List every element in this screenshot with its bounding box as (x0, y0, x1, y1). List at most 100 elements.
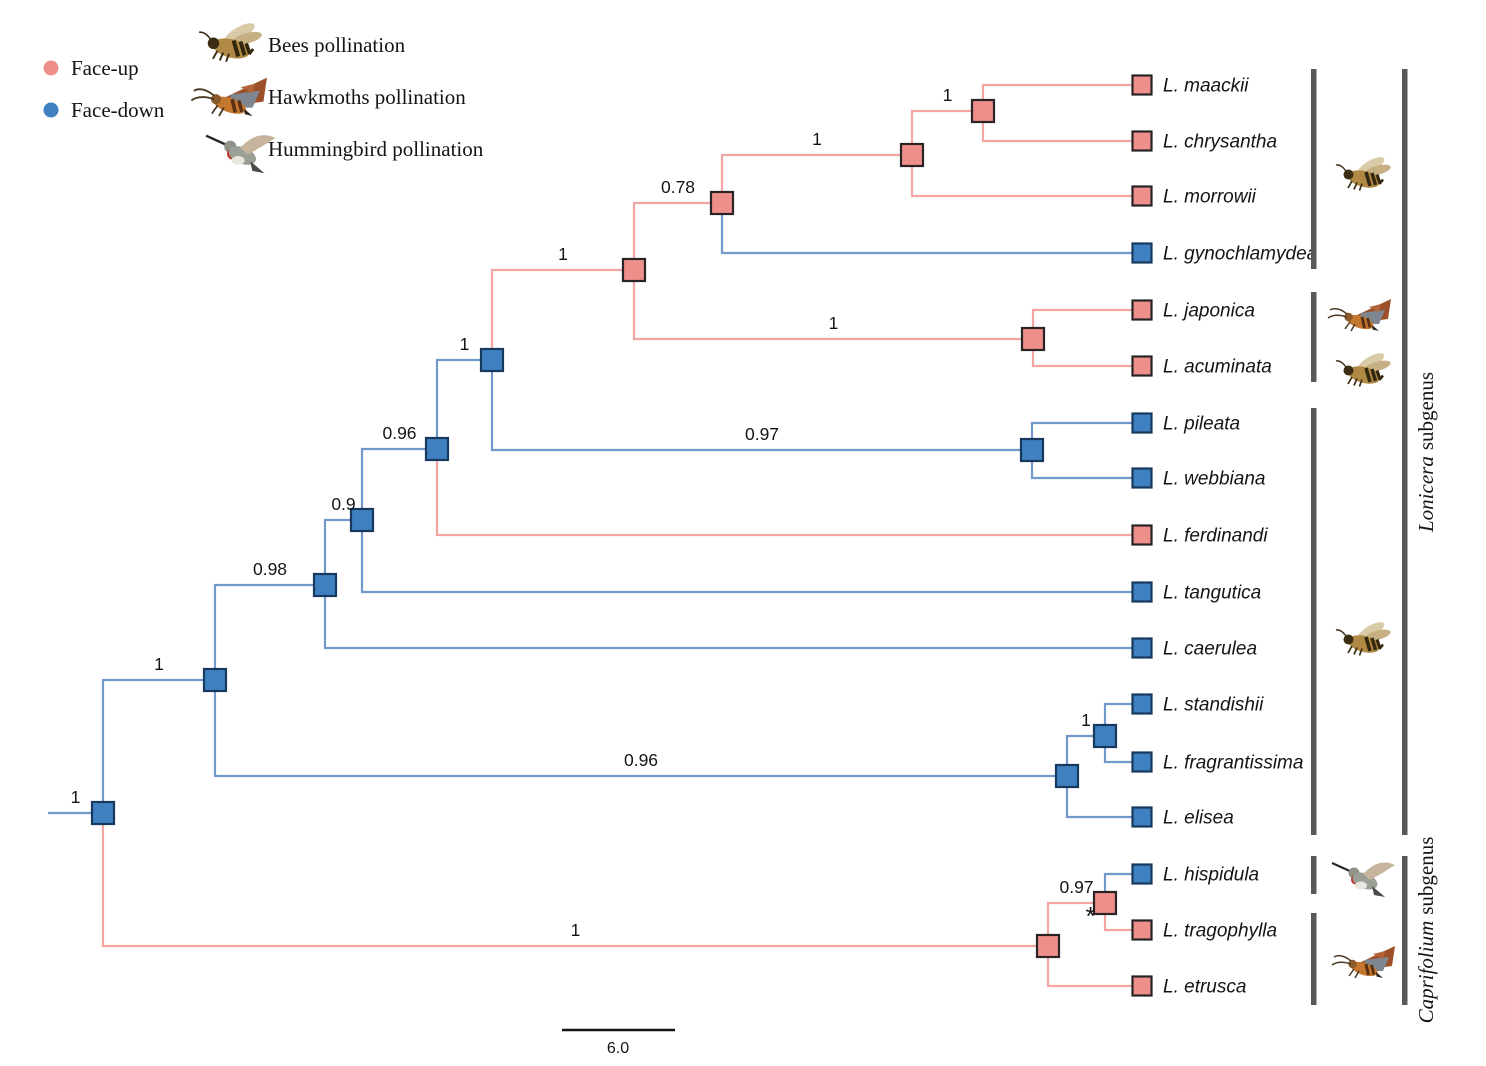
branch-to-nH (490, 360, 1032, 452)
tip-label-japonica: L. japonica (1163, 301, 1255, 322)
tip-label-tangutica: L. tangutica (1163, 583, 1261, 604)
support-nD: 0.9 (331, 494, 355, 514)
bee-icon (1334, 151, 1394, 193)
hummingbird-pollination-label: Hummingbird pollination (268, 137, 484, 161)
internal-node-nB (312, 572, 338, 598)
tip-node-pileata (1131, 412, 1153, 434)
bar-bee-clade-lower (1311, 408, 1317, 835)
bar-bee-clade-top (1311, 69, 1317, 269)
branch-to-webbiana (1030, 450, 1142, 480)
bee-icon (1334, 616, 1394, 658)
bar-japonica-acuminata (1311, 292, 1317, 382)
internal-node-nHis (1092, 890, 1118, 916)
support-nHis: 0.97 (1059, 877, 1093, 897)
support-nA: 1 (154, 654, 164, 674)
tip-node-morrowii (1131, 185, 1153, 207)
branch-to-pileata (1030, 421, 1142, 450)
internal-node-nC (1054, 763, 1080, 789)
tip-label-standishii: L. standishii (1163, 695, 1264, 716)
internal-node-nA (202, 667, 228, 693)
bee-icon (1334, 347, 1394, 389)
branch-to-nF (435, 358, 492, 449)
hawkmoth-icon (189, 75, 269, 120)
face-up-label: Face-up (71, 56, 139, 80)
lonicera-subgenus-label: Lonicera subgenus (1414, 372, 1438, 533)
support-nC: 0.96 (624, 750, 658, 770)
support-nB: 0.98 (253, 559, 287, 579)
branch-to-japonica (1031, 308, 1142, 339)
tip-label-maackii: L. maackii (1163, 76, 1249, 97)
tip-label-tragophylla: L. tragophylla (1163, 921, 1277, 942)
internal-node-nJap (1020, 326, 1046, 352)
branch-to-gynochlamydea (720, 203, 1142, 255)
support-asterisk: * (1085, 901, 1095, 931)
tip-node-standishii (1131, 693, 1153, 715)
branch-to-nJap (632, 270, 1033, 341)
group-bars (1311, 69, 1408, 1005)
branch-to-nSta (1065, 734, 1105, 776)
branch-to-nE (360, 447, 437, 520)
support-nMor: 1 (812, 129, 822, 149)
face-up-dot (43, 60, 59, 76)
tip-node-chrysantha (1131, 130, 1153, 152)
tree-nodes (90, 74, 1153, 997)
branch-to-maackii (981, 83, 1142, 111)
branch-to-elisea (1065, 776, 1142, 819)
internal-node-nE (424, 436, 450, 462)
branch-to-nHis (1046, 901, 1105, 946)
tip-node-acuminata (1131, 355, 1153, 377)
pollinator-marks (1326, 151, 1397, 981)
tip-label-ferdinandi: L. ferdinandi (1163, 526, 1268, 547)
tip-node-fragrantissima (1131, 751, 1153, 773)
branch-to-nB (213, 583, 325, 680)
face-down-label: Face-down (71, 98, 165, 122)
legend: Face-up Face-down Bees pollination Hawkm… (43, 19, 484, 175)
internal-node-nMor (899, 142, 925, 168)
internal-node-nH (1019, 437, 1045, 463)
tip-node-caerulea (1131, 637, 1153, 659)
internal-node-root (90, 800, 116, 826)
tip-node-etrusca (1131, 975, 1153, 997)
bar-lonicera-subgenus (1402, 69, 1408, 835)
caprifolium-genus-text: Caprifolium (1414, 921, 1438, 1024)
tip-label-chrysantha: L. chrysantha (1163, 132, 1277, 153)
tip-node-hispidula (1131, 863, 1153, 885)
tip-label-pileata: L. pileata (1163, 414, 1240, 435)
bee-icon (199, 19, 263, 62)
tip-label-morrowii: L. morrowii (1163, 187, 1257, 208)
tip-label-hispidula: L. hispidula (1163, 865, 1259, 886)
tip-node-webbiana (1131, 467, 1153, 489)
lonicera-suffix-text: subgenus (1414, 372, 1438, 450)
tip-label-caerulea: L. caerulea (1163, 639, 1257, 660)
tip-node-elisea (1131, 806, 1153, 828)
support-n78: 0.78 (661, 177, 695, 197)
branch-to-ferdinandi (435, 449, 1142, 537)
support-nSta: 1 (1081, 710, 1091, 730)
hawkmoth-icon (1326, 297, 1393, 334)
caprifolium-subgenus-label: Caprifolium subgenus (1414, 837, 1438, 1024)
hawkmoths-pollination-label: Hawkmoths pollination (268, 85, 466, 109)
tip-node-tangutica (1131, 581, 1153, 603)
bees-pollination-label: Bees pollination (268, 33, 406, 57)
hummingbird-icon (204, 133, 277, 175)
hawkmoth-icon (1330, 944, 1397, 981)
bar-tragophylla-etrusca (1311, 913, 1317, 1005)
internal-node-nD (349, 507, 375, 533)
branch-to-chrysantha (981, 111, 1142, 143)
tree-branches (48, 83, 1142, 988)
face-down-dot (43, 102, 59, 118)
support-nH: 0.97 (745, 424, 779, 444)
lonicera-genus-text: Lonicera (1414, 456, 1438, 533)
support-nCap: 1 (571, 920, 581, 940)
support-root: 1 (71, 787, 81, 807)
internal-node-nF (479, 347, 505, 373)
support-nG: 1 (558, 244, 568, 264)
internal-node-nCap (1035, 933, 1061, 959)
tip-label-elisea: L. elisea (1163, 808, 1234, 829)
support-nE: 0.96 (382, 423, 416, 443)
branch-to-nA (101, 678, 215, 813)
scale-bar-label: 6.0 (607, 1040, 629, 1057)
tip-node-ferdinandi (1131, 524, 1153, 546)
tip-label-etrusca: L. etrusca (1163, 977, 1246, 998)
